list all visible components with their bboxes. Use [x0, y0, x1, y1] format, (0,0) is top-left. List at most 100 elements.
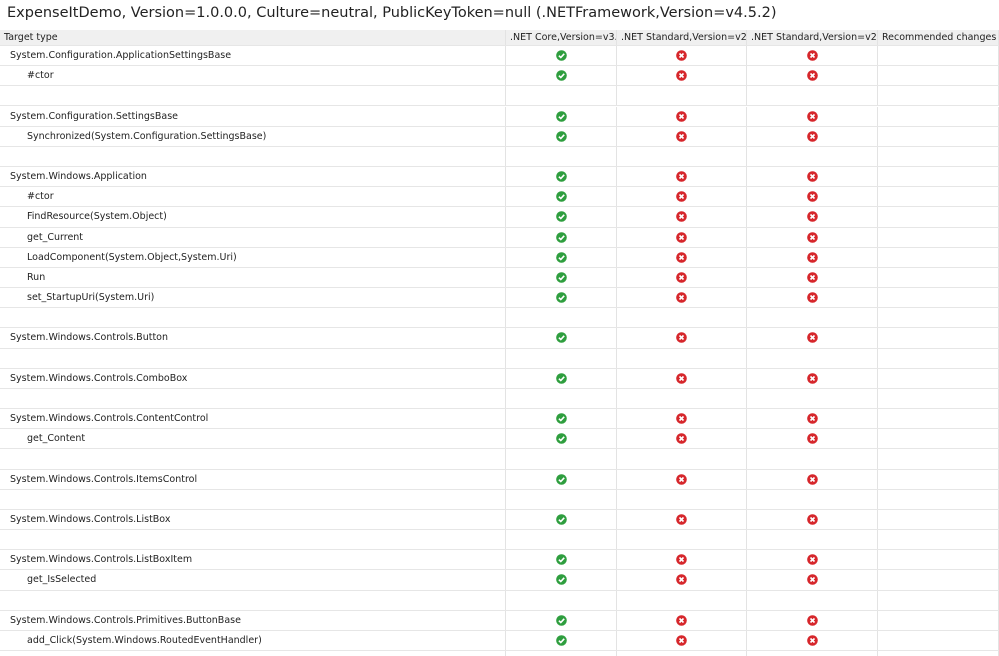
- table-cell: [878, 449, 999, 469]
- unsupported-icon: [676, 433, 687, 445]
- table-cell: [747, 610, 878, 630]
- spacer-row: [0, 348, 999, 369]
- table-row: Run: [0, 267, 999, 289]
- table-cell: [747, 267, 878, 288]
- table-cell: [878, 509, 999, 530]
- supported-icon: [555, 171, 567, 182]
- table-row: get_Current: [0, 227, 999, 248]
- table-cell: [506, 126, 617, 146]
- unsupported-icon: [676, 413, 687, 424]
- table-cell: [747, 509, 878, 530]
- table-cell: [506, 348, 617, 368]
- unsupported-icon: [806, 514, 818, 525]
- table-cell: [506, 328, 617, 348]
- header-cell: Target type: [0, 30, 506, 45]
- unsupported-icon: [806, 433, 818, 445]
- table-cell: [0, 590, 506, 610]
- table-cell: #ctor: [0, 187, 506, 207]
- table-row: System.Windows.Controls.ContentControl: [0, 409, 999, 430]
- table-cell: [878, 106, 999, 126]
- table-row: System.Configuration.SettingsBase: [0, 106, 999, 127]
- unsupported-icon: [806, 473, 818, 485]
- table-cell: [506, 187, 617, 207]
- table-row: System.Windows.Controls.ItemsControl: [0, 469, 999, 490]
- table-cell: [747, 106, 878, 126]
- table-cell: [617, 227, 747, 247]
- table-cell: [506, 570, 617, 590]
- table-cell: [878, 368, 999, 388]
- table-cell: [0, 489, 506, 509]
- table-row: Synchronized(System.Configuration.Settin…: [0, 126, 999, 147]
- table-cell: add_Click(System.Windows.RoutedEventHand…: [0, 630, 506, 651]
- table-cell: [747, 429, 878, 449]
- table-cell: [878, 146, 999, 166]
- unsupported-icon: [806, 554, 818, 566]
- table-cell: Synchronized(System.Configuration.Settin…: [0, 126, 506, 146]
- table-row: get_Content: [0, 429, 999, 450]
- table-cell: System.Windows.Controls.Primitives.Butto…: [0, 610, 506, 630]
- unsupported-icon: [806, 50, 818, 61]
- table-cell: [0, 388, 506, 409]
- table-cell: [878, 530, 999, 550]
- table-cell: [506, 630, 617, 651]
- table-cell: [617, 530, 747, 550]
- supported-icon: [555, 615, 567, 626]
- table-cell: [878, 348, 999, 368]
- unsupported-icon: [806, 231, 818, 243]
- table-cell: [747, 489, 878, 509]
- table-cell: [747, 630, 878, 651]
- table-cell: [617, 167, 747, 187]
- table-cell: [747, 288, 878, 308]
- supported-icon: [555, 372, 567, 384]
- unsupported-icon: [676, 70, 687, 82]
- table-cell: System.Configuration.SettingsBase: [0, 106, 506, 126]
- table-row: FindResource(System.Object): [0, 207, 999, 228]
- supported-icon: [555, 50, 567, 61]
- spacer-row: [0, 146, 999, 167]
- supported-icon: [555, 292, 567, 303]
- table-cell: [506, 651, 617, 656]
- table-cell: [617, 66, 747, 86]
- table-cell: set_StartupUri(System.Uri): [0, 288, 506, 308]
- table-cell: [617, 489, 747, 509]
- table-cell: [617, 469, 747, 489]
- table-cell: [617, 630, 747, 651]
- table-cell: [617, 550, 747, 570]
- unsupported-icon: [676, 473, 687, 485]
- table-cell: [747, 530, 878, 550]
- table-cell: [617, 106, 747, 126]
- table-cell: [747, 590, 878, 610]
- table-cell: [747, 348, 878, 368]
- table-cell: [617, 126, 747, 146]
- table-row: add_Click(System.Windows.RoutedEventHand…: [0, 630, 999, 652]
- table-cell: System.Windows.Controls.ItemsControl: [0, 469, 506, 489]
- table-cell: [506, 449, 617, 469]
- table-cell: [617, 86, 747, 106]
- table-cell: [617, 328, 747, 348]
- table-cell: [878, 328, 999, 348]
- table-cell: [747, 207, 878, 227]
- table-cell: [878, 308, 999, 328]
- table-cell: [0, 449, 506, 469]
- spacer-row: [0, 449, 999, 470]
- table-row: System.Windows.Application: [0, 167, 999, 188]
- table-cell: [878, 126, 999, 146]
- table-cell: [878, 227, 999, 247]
- table-cell: System.Windows.Controls.ListBox: [0, 509, 506, 530]
- table-cell: [506, 308, 617, 328]
- table-cell: [747, 146, 878, 166]
- table-cell: LoadComponent(System.Object,System.Uri): [0, 247, 506, 267]
- table-cell: [0, 348, 506, 368]
- table-row: System.Windows.Controls.ListBoxItem: [0, 550, 999, 571]
- table-cell: [617, 509, 747, 530]
- table-cell: get_IsSelected: [0, 570, 506, 590]
- table-cell: [878, 590, 999, 610]
- supported-icon: [555, 251, 567, 263]
- table-cell: [878, 288, 999, 308]
- unsupported-icon: [676, 130, 687, 142]
- table-cell: Run: [0, 267, 506, 288]
- table-cell: [506, 207, 617, 227]
- unsupported-icon: [676, 272, 687, 283]
- table-cell: [878, 66, 999, 86]
